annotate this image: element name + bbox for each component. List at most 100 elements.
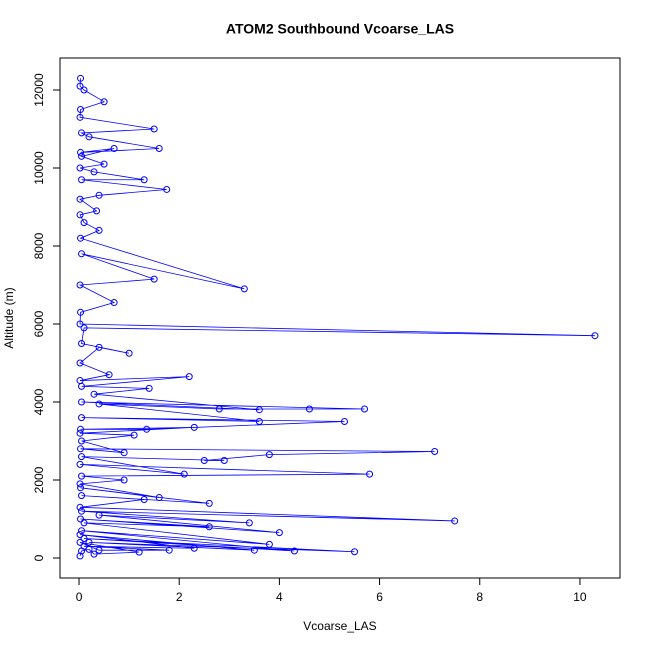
data-point — [76, 359, 84, 367]
data-point — [220, 456, 228, 464]
data-point — [255, 418, 263, 426]
data-point — [205, 523, 213, 531]
data-point — [78, 472, 86, 480]
data-point — [77, 148, 85, 156]
data-point — [351, 548, 359, 556]
data-point — [125, 349, 133, 357]
data-point — [76, 113, 84, 121]
data-point — [76, 320, 84, 328]
plot-frame — [59, 57, 621, 579]
data-point — [78, 152, 86, 160]
y-tick-label: 2000 — [32, 466, 46, 493]
data-point — [78, 492, 86, 500]
data-point — [290, 547, 298, 555]
data-point — [78, 437, 86, 445]
data-point — [200, 456, 208, 464]
data-point — [250, 546, 258, 554]
y-tick-label: 4000 — [32, 388, 46, 415]
data-point — [110, 145, 118, 153]
data-point — [76, 82, 84, 90]
data-point — [451, 517, 459, 525]
data-point — [145, 384, 153, 392]
data-point — [78, 547, 86, 555]
data-point — [255, 406, 263, 414]
data-point — [366, 470, 374, 478]
data-line — [78, 78, 595, 557]
x-tick-label: 8 — [476, 590, 483, 604]
data-point — [76, 480, 84, 488]
data-point — [100, 98, 108, 106]
y-tick-label: 10000 — [32, 151, 46, 185]
y-tick-label: 8000 — [32, 232, 46, 259]
data-point — [245, 519, 253, 527]
x-tick-label: 4 — [276, 590, 283, 604]
data-point — [90, 390, 98, 398]
x-tick-label: 0 — [76, 590, 83, 604]
data-point — [77, 308, 85, 316]
data-point — [78, 527, 86, 535]
data-point — [190, 544, 198, 552]
data-point — [78, 453, 86, 461]
data-point — [95, 546, 103, 554]
data-point — [591, 332, 599, 340]
data-point — [95, 191, 103, 199]
data-point — [265, 540, 273, 548]
y-tick-label: 6000 — [32, 310, 46, 337]
data-point — [105, 371, 113, 379]
data-point — [110, 299, 118, 307]
data-point — [76, 538, 84, 546]
y-axis-label: Altitude (m) — [2, 287, 16, 348]
data-point — [77, 74, 85, 82]
data-point — [76, 281, 84, 289]
data-point — [78, 398, 86, 406]
data-point — [140, 176, 148, 184]
data-point — [76, 460, 84, 468]
data-point — [275, 529, 283, 537]
data-point — [205, 499, 213, 507]
data-point — [180, 470, 188, 478]
data-point — [78, 382, 86, 390]
data-point — [130, 431, 138, 439]
data-point — [85, 545, 93, 553]
data-point — [80, 86, 88, 94]
data-point — [77, 445, 85, 453]
data-point — [341, 418, 349, 426]
data-point — [77, 484, 85, 492]
data-point — [77, 234, 85, 242]
data-point — [76, 211, 84, 219]
data-point — [78, 129, 86, 137]
x-tick-label: 6 — [376, 590, 383, 604]
data-point — [77, 106, 85, 114]
x-tick-label: 10 — [573, 590, 587, 604]
data-point — [100, 160, 108, 168]
y-tick-label: 0 — [32, 554, 46, 561]
data-point — [80, 324, 88, 332]
data-point — [215, 405, 223, 413]
data-point — [93, 207, 101, 215]
data-point — [120, 476, 128, 484]
data-point — [163, 185, 171, 193]
data-point — [76, 531, 84, 539]
data-point — [150, 275, 158, 283]
data-point — [77, 425, 85, 433]
data-point — [165, 546, 173, 554]
data-point — [95, 226, 103, 234]
y-tick-label: 12000 — [32, 73, 46, 107]
data-point — [78, 176, 86, 184]
data-point — [135, 548, 143, 556]
data-point — [80, 534, 88, 542]
x-axis-label: Vcoarse_LAS — [303, 619, 376, 633]
data-point — [76, 552, 84, 560]
data-point — [361, 405, 369, 413]
data-point — [305, 405, 313, 413]
data-point — [240, 285, 248, 293]
data-point — [80, 519, 88, 527]
data-point — [76, 503, 84, 511]
data-point — [95, 400, 103, 408]
data-point — [431, 448, 439, 456]
data-point — [150, 125, 158, 133]
data-point — [155, 494, 163, 502]
data-point — [90, 168, 98, 176]
data-point — [78, 250, 86, 258]
